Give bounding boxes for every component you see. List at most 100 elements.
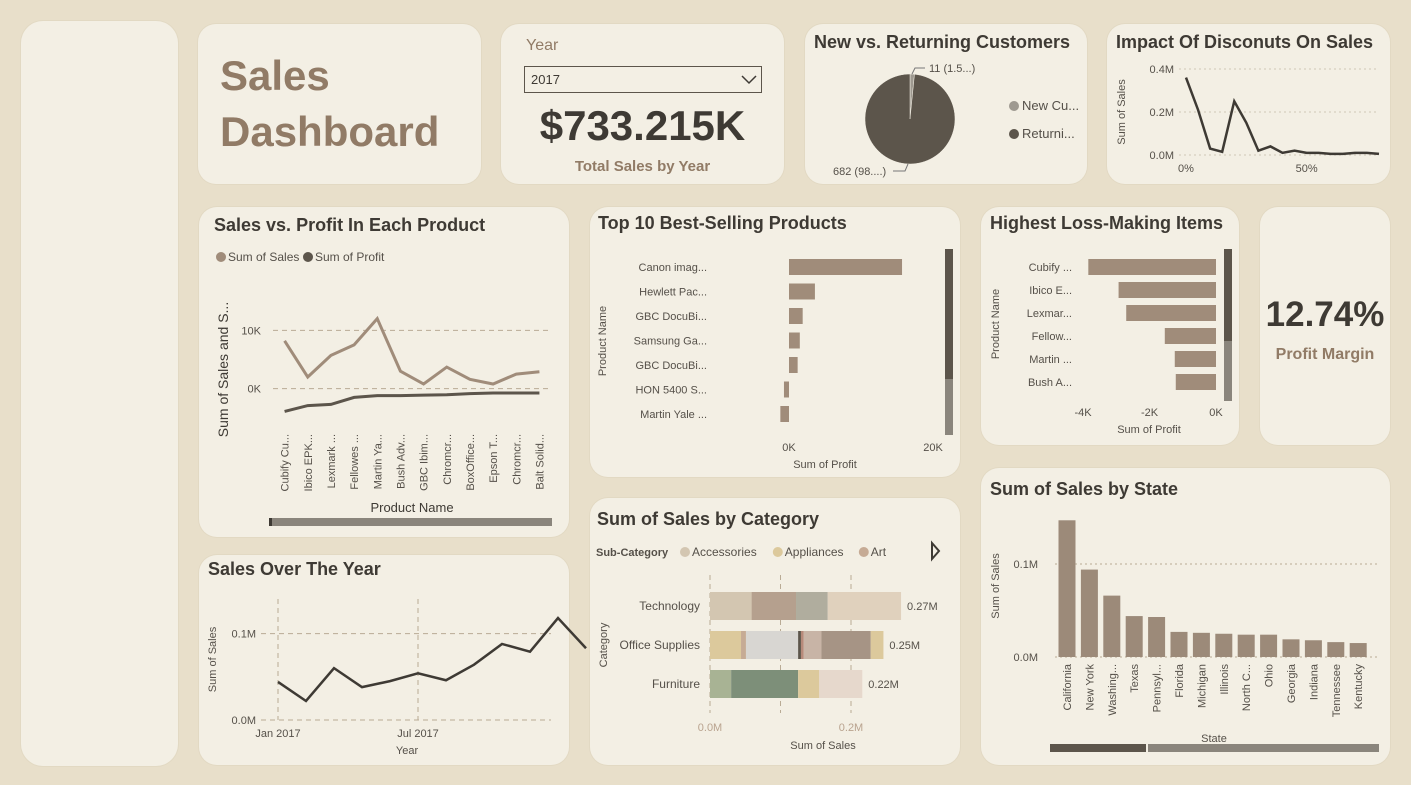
year-card: Year 2017 $733.215K Total Sales by Year — [501, 24, 784, 184]
pie-data-label: 682 (98....) — [833, 166, 886, 178]
x-tick-label: Jul 2017 — [397, 728, 439, 740]
bar-segment — [803, 631, 822, 659]
sales-profit-line-chart: Sum of Sales Sum of Profit 0K 10K Sum of Sal… — [215, 250, 552, 526]
data-label: 0.27M — [907, 601, 938, 613]
x-tick-label: 20K — [923, 442, 943, 454]
scrollbar-thumb — [269, 518, 272, 526]
discount-series-line — [1184, 77, 1380, 156]
y-axis-title: Product Name — [990, 289, 1002, 359]
y-tick-label: 10K — [241, 325, 261, 337]
x-tick-label: BoxOffice... — [465, 434, 477, 491]
bar — [789, 259, 903, 275]
state-bar-chart: 0.0M 0.1M Sum of Sales California New York Wa… — [990, 520, 1379, 752]
bar — [789, 332, 800, 349]
y-axis-title: Sum of Sales and S... — [215, 302, 231, 437]
x-axis-title: Product Name — [370, 500, 453, 515]
discounts-card: Impact Of Disconuts On Sales 0.0M 0.2M 0.4… — [1107, 24, 1390, 184]
total-sales-caption: Total Sales by Year — [574, 158, 711, 175]
data-label: 0.25M — [889, 640, 920, 652]
play-axis-icon — [931, 540, 941, 562]
y-tick-label: Ibico E... — [1029, 285, 1072, 297]
x-tick-label: Georgia — [1286, 663, 1298, 703]
x-tick-label: Indiana — [1308, 663, 1320, 700]
bar — [1327, 642, 1345, 657]
bar-segment — [710, 592, 752, 620]
legend-label: Sum of Profit — [315, 250, 385, 264]
bar — [783, 381, 789, 398]
profit-margin-caption: Profit Margin — [1275, 346, 1375, 363]
bar-segment — [796, 592, 828, 620]
year-dropdown[interactable]: 2017 — [524, 66, 762, 93]
bar — [780, 406, 789, 422]
bar — [1237, 634, 1255, 657]
bar-segment — [821, 631, 871, 659]
bar-segment — [798, 631, 801, 659]
bar — [1125, 616, 1143, 657]
horizontal-scrollbar — [1148, 744, 1379, 752]
legend-label: Appliances — [785, 545, 844, 559]
horizontal-scrollbar — [269, 518, 552, 526]
chevron-down-icon — [741, 75, 757, 85]
x-tick-label: Cubify Cu... — [280, 434, 292, 491]
y-tick-label: Cubify ... — [1029, 262, 1072, 274]
x-tick-label: 0K — [782, 442, 796, 454]
bar — [1103, 595, 1121, 657]
x-tick-label: Illinois — [1219, 664, 1231, 695]
bar — [1174, 351, 1216, 367]
x-tick-label: Michigan — [1196, 664, 1208, 708]
sales-year-card: Sales Over The Year 0.0M 0.1M Sum of Sales… — [199, 555, 587, 765]
x-tick-label: Balt Solid... — [534, 434, 546, 490]
x-tick-label: Ibico EPK... — [303, 434, 315, 491]
x-tick-label: Kentucky — [1353, 664, 1365, 710]
state-card: Sum of Sales by State 0.0M 0.1M Sum of Sal… — [981, 468, 1390, 765]
y-tick-label: 0.0M — [232, 715, 256, 727]
bar — [1088, 259, 1216, 275]
profit-margin-value: 12.74% — [1265, 295, 1385, 334]
bar-segment — [819, 670, 863, 698]
x-axis-title: Sum of Profit — [1117, 424, 1181, 436]
x-tick-label: New York — [1084, 664, 1096, 711]
category-bar-chart: Sub-Category Accessories Appliances Art Tech… — [596, 540, 941, 752]
y-tick-label: Martin Yale ... — [640, 409, 707, 421]
legend-title: Sub-Category — [596, 547, 669, 559]
x-tick-label: Tennessee — [1331, 664, 1343, 717]
bar — [789, 308, 803, 324]
x-tick-label: 50% — [1296, 163, 1318, 175]
discounts-line-chart: 0.0M 0.2M 0.4M Sum of Sales 0% 50% — [1116, 64, 1380, 175]
x-tick-label: 0.0M — [698, 722, 722, 734]
y-tick-label: 0K — [248, 384, 262, 396]
x-axis-title: Year — [396, 745, 419, 757]
state-title: Sum of Sales by State — [990, 479, 1179, 499]
bar-segment — [710, 631, 742, 659]
legend-marker — [772, 547, 783, 557]
y-tick-label: Bush A... — [1028, 377, 1072, 389]
bar-segment — [751, 592, 797, 620]
bar — [1164, 328, 1216, 344]
x-tick-label: Pennsyl... — [1152, 664, 1164, 712]
legend-marker — [680, 547, 690, 557]
x-tick-label: Jan 2017 — [255, 728, 300, 740]
y-tick-label: GBC DocuBi... — [635, 311, 707, 323]
y-tick-label: Office Supplies — [620, 638, 701, 652]
bar — [1126, 305, 1216, 321]
bar — [1260, 634, 1278, 657]
x-tick-label: -4K — [1074, 407, 1092, 419]
x-tick-label: GBC Ibim... — [419, 434, 431, 491]
bar-segment — [798, 670, 820, 698]
bar — [1349, 643, 1367, 657]
y-tick-label: Martin ... — [1029, 354, 1072, 366]
x-tick-label: 0.2M — [839, 722, 863, 734]
bar — [1175, 374, 1216, 390]
sales-year-title: Sales Over The Year — [208, 559, 381, 579]
dashboard-title-line1: Sales — [220, 52, 330, 99]
loss-bar-chart: Cubify ... Ibico E... Lexmar... Fellow... Ma… — [990, 249, 1232, 436]
y-tick-label: Canon imag... — [639, 262, 707, 274]
legend-label: Art — [871, 545, 887, 559]
sales-profit-title: Sales vs. Profit In Each Product — [214, 215, 486, 235]
bar-segment — [800, 631, 804, 659]
bar — [1080, 569, 1098, 657]
new-returning-pie-chart: 11 (1.5...) 682 (98....) New Cu... Returni.… — [833, 63, 1079, 178]
bar — [1304, 640, 1322, 657]
data-label: 0.22M — [868, 679, 899, 691]
profit-series-line — [284, 391, 540, 413]
